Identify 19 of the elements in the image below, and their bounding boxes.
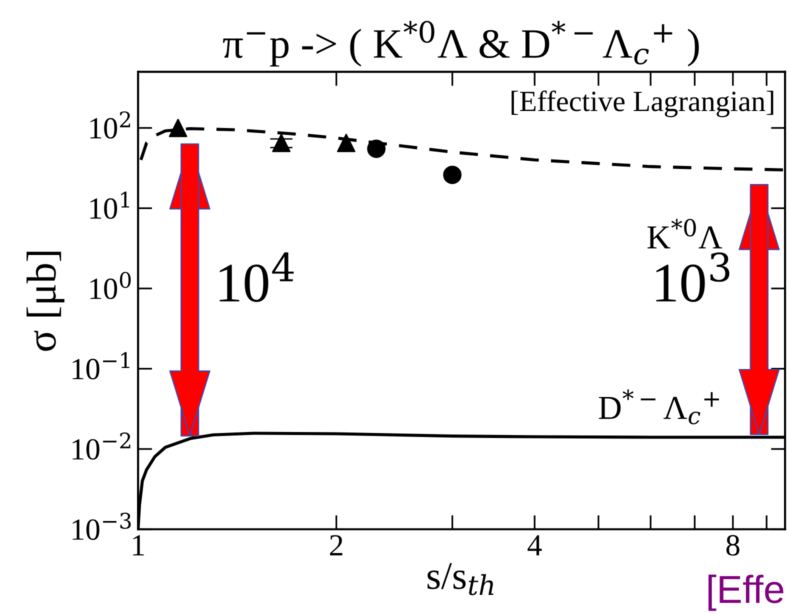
annotation: [Effective Lagrangian] <box>512 90 774 118</box>
y-tick-label: 10$^{−2}$ <box>72 432 130 460</box>
x-tick-label: 8 <box>726 535 740 556</box>
y-tick-label: 10$^{0}$ <box>90 272 131 300</box>
x-tick-label: 4 <box>528 535 542 556</box>
y-tick-label: 10$^{−3}$ <box>72 512 131 540</box>
x-axis-title: s/s$_{th}$ <box>428 563 494 596</box>
series-label: K$^{*0}$Λ <box>648 218 722 248</box>
y-tick-label: 10$^{1}$ <box>90 192 130 219</box>
x-tick-label: 2 <box>330 535 342 556</box>
x-tick-label: 1 <box>133 535 144 556</box>
annotation: 10$^{3}$ <box>656 252 730 302</box>
series-label: D$^{*−}$Λ$_{c}$$^{+}$ <box>598 389 719 424</box>
text: [Effe <box>708 574 784 611</box>
y-tick-label: 10$^{2}$ <box>90 111 130 139</box>
annotation: 10$^{4}$ <box>220 252 294 302</box>
y-tick-label: 10$^{−1}$ <box>72 352 130 380</box>
chart-title: π$^{−}$p -> ( K$^{*0}$Λ & D$^{*−}$Λ$_{c}$$^{+}$ ) <box>222 20 699 67</box>
y-axis-title: σ [μb] <box>26 252 64 351</box>
